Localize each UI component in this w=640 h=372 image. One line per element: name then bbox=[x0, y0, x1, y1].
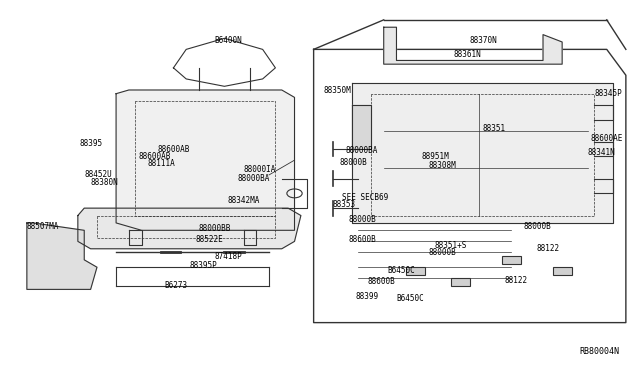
Text: 88341N: 88341N bbox=[588, 148, 616, 157]
Text: B6400N: B6400N bbox=[215, 36, 243, 45]
Polygon shape bbox=[384, 27, 562, 64]
Text: 88000BB: 88000BB bbox=[199, 224, 231, 233]
Bar bbox=[406, 267, 425, 275]
Text: 88000B: 88000B bbox=[339, 157, 367, 167]
Text: B6450C: B6450C bbox=[387, 266, 415, 275]
Text: 88000B: 88000B bbox=[524, 222, 552, 231]
Text: 88600B: 88600B bbox=[349, 235, 376, 244]
Text: 88351+S: 88351+S bbox=[435, 241, 467, 250]
Bar bbox=[451, 278, 470, 286]
Text: 88353: 88353 bbox=[333, 200, 356, 209]
Text: 88361N: 88361N bbox=[454, 51, 481, 60]
Text: 88600B: 88600B bbox=[368, 278, 396, 286]
Text: SEE SECB69: SEE SECB69 bbox=[342, 193, 388, 202]
Text: 88350M: 88350M bbox=[323, 86, 351, 94]
Bar bbox=[552, 267, 572, 275]
Text: RB80004N: RB80004N bbox=[579, 347, 620, 356]
Text: 88395P: 88395P bbox=[189, 261, 217, 270]
Text: 88522E: 88522E bbox=[196, 235, 223, 244]
Text: 88342MA: 88342MA bbox=[228, 196, 260, 205]
Text: 88507MA: 88507MA bbox=[27, 222, 60, 231]
Polygon shape bbox=[116, 90, 294, 230]
Text: 88345P: 88345P bbox=[594, 89, 621, 98]
Text: B6273: B6273 bbox=[164, 281, 187, 290]
Text: 88600AB: 88600AB bbox=[157, 145, 190, 154]
Polygon shape bbox=[78, 208, 301, 249]
Text: 88370N: 88370N bbox=[470, 36, 497, 45]
Polygon shape bbox=[352, 83, 613, 223]
Text: 88000B: 88000B bbox=[428, 248, 456, 257]
Text: 88111A: 88111A bbox=[148, 159, 176, 169]
Text: 88600AE: 88600AE bbox=[591, 134, 623, 142]
Text: 88395: 88395 bbox=[79, 139, 102, 148]
Text: 88380N: 88380N bbox=[91, 178, 118, 187]
Text: 88122: 88122 bbox=[537, 244, 560, 253]
Text: 88951M: 88951M bbox=[422, 152, 450, 161]
Text: 88000BA: 88000BA bbox=[346, 147, 378, 155]
Text: B6450C: B6450C bbox=[396, 294, 424, 303]
Polygon shape bbox=[27, 223, 97, 289]
Polygon shape bbox=[352, 105, 371, 149]
Bar bbox=[502, 256, 521, 263]
Text: 88452U: 88452U bbox=[84, 170, 112, 179]
Text: 88351: 88351 bbox=[483, 124, 506, 133]
Text: 87418P: 87418P bbox=[215, 251, 243, 261]
Text: 88122: 88122 bbox=[505, 276, 528, 285]
Text: 88000BA: 88000BA bbox=[237, 174, 269, 183]
Text: 88000B: 88000B bbox=[349, 215, 376, 224]
Text: 88000IA: 88000IA bbox=[244, 165, 276, 174]
Text: 88308M: 88308M bbox=[428, 161, 456, 170]
Text: 88600AB: 88600AB bbox=[138, 152, 171, 161]
Text: 88399: 88399 bbox=[355, 292, 378, 301]
